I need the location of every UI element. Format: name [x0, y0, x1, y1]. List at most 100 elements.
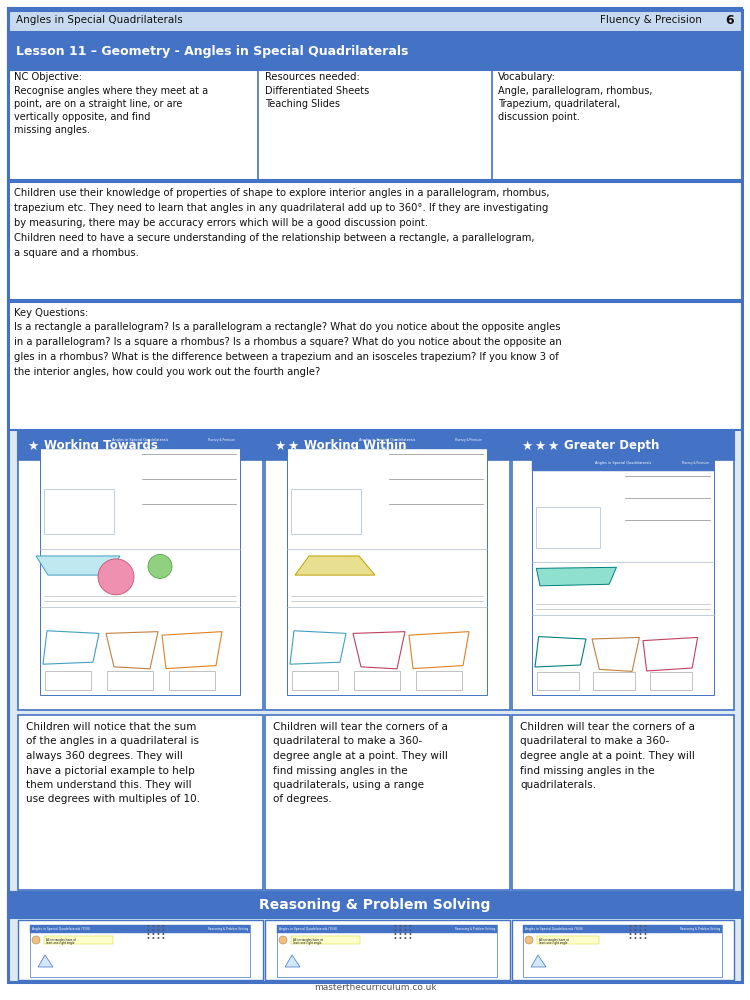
Text: Resources needed:: Resources needed:	[265, 72, 360, 82]
Circle shape	[148, 937, 149, 939]
Bar	[512, 920, 734, 980]
Bar	[532, 455, 714, 471]
Circle shape	[404, 929, 406, 931]
Text: Children will tear the corners of a: Children will tear the corners of a	[273, 722, 448, 732]
Bar	[277, 925, 497, 933]
Circle shape	[410, 925, 412, 927]
Circle shape	[148, 554, 172, 578]
Text: Recognise angles where they meet at a: Recognise angles where they meet at a	[14, 86, 208, 96]
Text: Angles in Special Quadrilaterals: Angles in Special Quadrilaterals	[16, 15, 183, 25]
Circle shape	[644, 925, 646, 927]
Text: NC Objective:: NC Objective:	[14, 72, 82, 82]
Circle shape	[158, 933, 160, 935]
Text: quadrilaterals, using a range: quadrilaterals, using a range	[273, 780, 424, 790]
Circle shape	[152, 937, 154, 939]
Circle shape	[394, 925, 397, 927]
Text: gles in a rhombus? What is the difference between a trapezium and an isosceles t: gles in a rhombus? What is the differenc…	[14, 352, 559, 362]
Text: Angles in Special Quadrilaterals: Angles in Special Quadrilaterals	[358, 438, 416, 442]
Text: missing angles.: missing angles.	[14, 125, 90, 135]
Text: the interior angles, how could you work out the fourth angle?: the interior angles, how could you work …	[14, 367, 320, 377]
Text: ★: ★	[534, 440, 545, 452]
Text: Fluency & Precision: Fluency & Precision	[455, 438, 482, 442]
Bar	[537, 936, 599, 944]
Bar	[8, 302, 742, 430]
Text: degree angle at a point. They will: degree angle at a point. They will	[273, 751, 448, 761]
Circle shape	[279, 936, 287, 944]
Text: Children will notice that the sum: Children will notice that the sum	[26, 722, 196, 732]
Text: All rectangles have at: All rectangles have at	[46, 938, 76, 942]
Circle shape	[404, 925, 406, 927]
Bar	[536, 507, 600, 548]
Text: Angle, parallelogram, rhombus,: Angle, parallelogram, rhombus,	[498, 86, 652, 96]
Circle shape	[644, 929, 646, 931]
Text: vertically opposite, and find: vertically opposite, and find	[14, 112, 150, 122]
Circle shape	[644, 933, 646, 935]
Circle shape	[640, 925, 641, 927]
Text: Reasoning & Problem Solving: Reasoning & Problem Solving	[208, 927, 248, 931]
Circle shape	[400, 929, 401, 931]
Circle shape	[32, 936, 40, 944]
Text: Is a rectangle a parallelogram? Is a parallelogram a rectangle? What do you noti: Is a rectangle a parallelogram? Is a par…	[14, 322, 560, 332]
Bar	[18, 432, 263, 460]
Text: Angles in Special Quadrilaterals (Y5/6): Angles in Special Quadrilaterals (Y5/6)	[32, 927, 90, 931]
Text: them understand this. They will: them understand this. They will	[26, 780, 192, 790]
Bar	[265, 920, 510, 980]
Text: Children use their knowledge of properties of shape to explore interior angles i: Children use their knowledge of properti…	[14, 188, 550, 198]
Text: Fluency & Precision: Fluency & Precision	[682, 461, 709, 465]
Text: of degrees.: of degrees.	[273, 794, 332, 804]
Circle shape	[163, 925, 164, 927]
Bar	[292, 671, 338, 690]
Bar	[18, 715, 263, 890]
Circle shape	[634, 925, 637, 927]
Circle shape	[394, 933, 397, 935]
Circle shape	[629, 937, 632, 939]
Bar	[287, 431, 487, 695]
Text: Differentiated Sheets: Differentiated Sheets	[265, 86, 369, 96]
Text: Working Towards: Working Towards	[44, 440, 158, 452]
Bar	[532, 455, 714, 695]
Text: Reasoning & Problem Solving: Reasoning & Problem Solving	[680, 927, 720, 931]
Text: Lesson 11 – Geometry - Angles in Special Quadrilaterals: Lesson 11 – Geometry - Angles in Special…	[16, 44, 408, 57]
Text: Greater Depth: Greater Depth	[564, 440, 659, 452]
Text: All rectangles have at: All rectangles have at	[293, 938, 323, 942]
Text: ★: ★	[287, 440, 298, 452]
Circle shape	[629, 925, 632, 927]
Bar	[45, 671, 91, 690]
Bar	[8, 8, 742, 32]
Bar	[593, 672, 635, 690]
Circle shape	[640, 933, 641, 935]
Bar	[30, 925, 250, 977]
Text: ★: ★	[27, 440, 38, 452]
Text: least one right angle: least one right angle	[293, 941, 322, 945]
Circle shape	[152, 933, 154, 935]
Text: Key Questions:: Key Questions:	[14, 308, 88, 318]
Bar	[523, 925, 722, 933]
Text: least one right angle: least one right angle	[46, 941, 74, 945]
Text: discussion point.: discussion point.	[498, 112, 580, 122]
Circle shape	[634, 937, 637, 939]
Circle shape	[158, 925, 160, 927]
Circle shape	[629, 933, 632, 935]
Polygon shape	[36, 556, 120, 575]
Bar	[277, 925, 497, 977]
Bar	[18, 460, 263, 710]
Text: quadrilateral to make a 360-: quadrilateral to make a 360-	[273, 736, 422, 746]
Bar	[265, 460, 510, 710]
Text: degree angle at a point. They will: degree angle at a point. They will	[520, 751, 695, 761]
Polygon shape	[38, 955, 53, 967]
Circle shape	[640, 937, 641, 939]
Circle shape	[634, 929, 637, 931]
Text: a square and a rhombus.: a square and a rhombus.	[14, 248, 139, 258]
Text: ★: ★	[521, 440, 532, 452]
Polygon shape	[531, 955, 546, 967]
Bar	[354, 671, 400, 690]
Bar	[291, 936, 360, 944]
Text: Angles in Special Quadrilaterals: Angles in Special Quadrilaterals	[595, 461, 651, 465]
Circle shape	[410, 937, 412, 939]
Circle shape	[410, 933, 412, 935]
Bar	[265, 432, 510, 460]
Circle shape	[640, 929, 641, 931]
Text: Angles in Special Quadrilaterals: Angles in Special Quadrilaterals	[112, 438, 168, 442]
Text: ★: ★	[547, 440, 558, 452]
Circle shape	[163, 933, 164, 935]
